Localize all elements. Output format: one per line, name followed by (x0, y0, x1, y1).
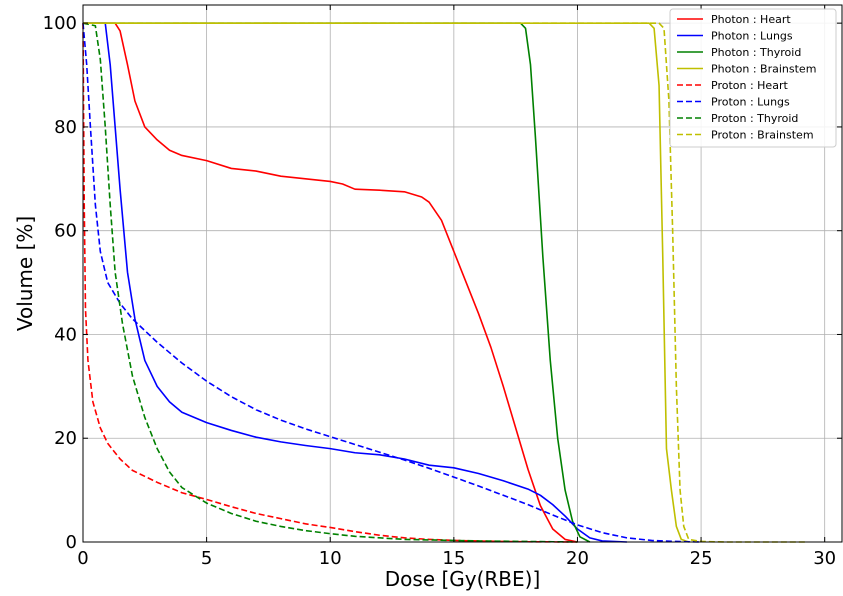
series-line-proton-thyroid (82, 22, 578, 543)
y-tick-label: 100 (43, 13, 77, 34)
legend-label: Proton : Brainstem (711, 129, 814, 142)
x-tick-label: 10 (319, 548, 342, 569)
legend-label: Photon : Heart (711, 13, 791, 26)
legend: Photon : Heart Photon : Lungs Photon : Thy… (669, 8, 837, 148)
y-tick-label: 40 (54, 324, 77, 345)
plot-frame (82, 4, 843, 543)
x-tick-label: 0 (77, 548, 88, 569)
x-tick-label: 5 (201, 548, 212, 569)
series-line-photon-lungs (83, 22, 627, 543)
x-tick-label: 25 (690, 548, 713, 569)
legend-label: Photon : Brainstem (711, 63, 816, 76)
series-line-photon-brainstem (83, 22, 689, 543)
legend-label: Proton : Lungs (711, 96, 790, 109)
legend-box (669, 8, 837, 148)
legend-label: Photon : Lungs (711, 30, 793, 43)
y-axis-title: Volume [%] (13, 216, 37, 331)
y-tick-label: 20 (54, 428, 77, 449)
y-tick-label: 0 (66, 532, 77, 553)
legend-label: Photon : Thyroid (711, 46, 801, 59)
x-axis-title: Dose [Gy(RBE)] (385, 567, 541, 591)
x-tick-label: 30 (813, 548, 836, 569)
legend-label: Proton : Thyroid (711, 112, 798, 125)
x-tick-label: 20 (566, 548, 589, 569)
x-tick-label: 15 (442, 548, 465, 569)
y-tick-label: 60 (54, 221, 77, 242)
ticks: 0 5 10 15 20 25 30 0 20 40 60 80 100 (43, 5, 842, 569)
series-line-photon-heart (83, 22, 578, 543)
legend-label: Proton : Heart (711, 79, 788, 92)
y-tick-label: 80 (54, 117, 77, 138)
